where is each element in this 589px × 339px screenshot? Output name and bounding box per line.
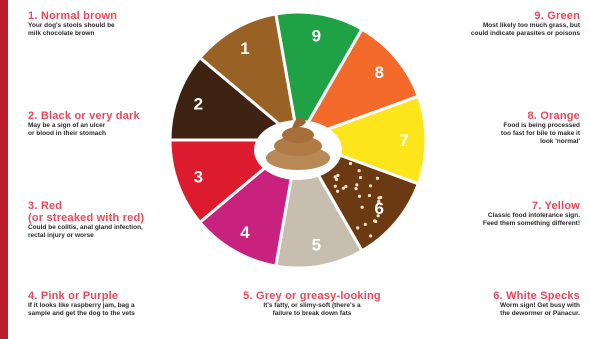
poop-color-wheel: 9 8 7 6 5 4 3 2 1 — [168, 10, 428, 270]
wedge-number: 8 — [374, 63, 383, 82]
speckle — [364, 223, 367, 226]
note-title: 4. Pink or Purple — [28, 290, 203, 302]
wedge-number: 4 — [240, 223, 250, 242]
speckle — [369, 184, 372, 187]
speckle — [359, 176, 362, 179]
wedge-number: 1 — [240, 39, 249, 58]
note-black: 2. Black or very dark May be a sign of a… — [28, 110, 188, 138]
note-desc: Your dog's stools should be milk chocola… — [28, 22, 188, 38]
speckle — [334, 185, 337, 188]
note-pink: 4. Pink or Purple If it looks like raspb… — [28, 290, 203, 318]
note-green: 9. Green Most likely too much grass, but… — [420, 10, 580, 38]
speckle — [369, 234, 372, 237]
speckle — [376, 177, 379, 180]
note-title: 7. Yellow — [410, 200, 580, 212]
speckle — [349, 162, 352, 165]
speckle — [358, 195, 361, 198]
wedge-number: 9 — [312, 27, 321, 46]
note-title: 9. Green — [420, 10, 580, 22]
note-orange: 8. Orange Food is being processed too fa… — [430, 110, 580, 146]
wedge-number: 3 — [194, 167, 203, 186]
wedge-number: 2 — [194, 95, 203, 114]
note-title: 6. White Specks — [410, 290, 580, 302]
speckle — [368, 194, 371, 197]
note-title: 2. Black or very dark — [28, 110, 188, 122]
note-normal-brown: 1. Normal brown Your dog's stools should… — [28, 10, 188, 38]
note-desc: If it looks like raspberry jam, bag a sa… — [28, 302, 203, 318]
note-yellow: 7. Yellow Classic food intolerance sign.… — [410, 200, 580, 228]
note-red: 3. Red (or streaked with red) Could be c… — [28, 200, 203, 240]
wedge-number: 6 — [374, 199, 383, 218]
wedge-number: 7 — [399, 131, 408, 150]
speckle — [361, 206, 364, 209]
note-title: 5. Grey or greasy-looking — [222, 290, 402, 302]
speckle — [358, 169, 361, 172]
note-desc: Most likely too much grass, but could in… — [420, 22, 580, 38]
note-white-specks: 6. White Specks Worm sign! Get busy with… — [410, 290, 580, 318]
speckle — [336, 174, 339, 177]
note-desc: It's fatty, or slimy-soft (there's a fai… — [222, 302, 402, 318]
note-title: 1. Normal brown — [28, 10, 188, 22]
speckle — [373, 219, 376, 222]
note-desc: Worm sign! Get busy with the dewormer or… — [410, 302, 580, 318]
left-accent-bar — [0, 0, 8, 339]
note-desc: Could be colitis, anal gland infection, … — [28, 224, 203, 240]
speckle — [355, 183, 358, 186]
note-title: 3. Red (or streaked with red) — [28, 200, 203, 224]
note-desc: May be a sign of an ulcer or blood in th… — [28, 122, 188, 138]
note-grey: 5. Grey or greasy-looking It's fatty, or… — [222, 290, 402, 318]
speckle — [354, 187, 357, 190]
speckle — [336, 190, 339, 193]
note-desc: Food is being processed too fast for bil… — [430, 122, 580, 146]
wedge-number: 5 — [312, 235, 321, 254]
speckle — [356, 226, 359, 229]
note-title: 8. Orange — [430, 110, 580, 122]
speckle — [344, 185, 347, 188]
note-desc: Classic food intolerance sign. Feed them… — [410, 212, 580, 228]
